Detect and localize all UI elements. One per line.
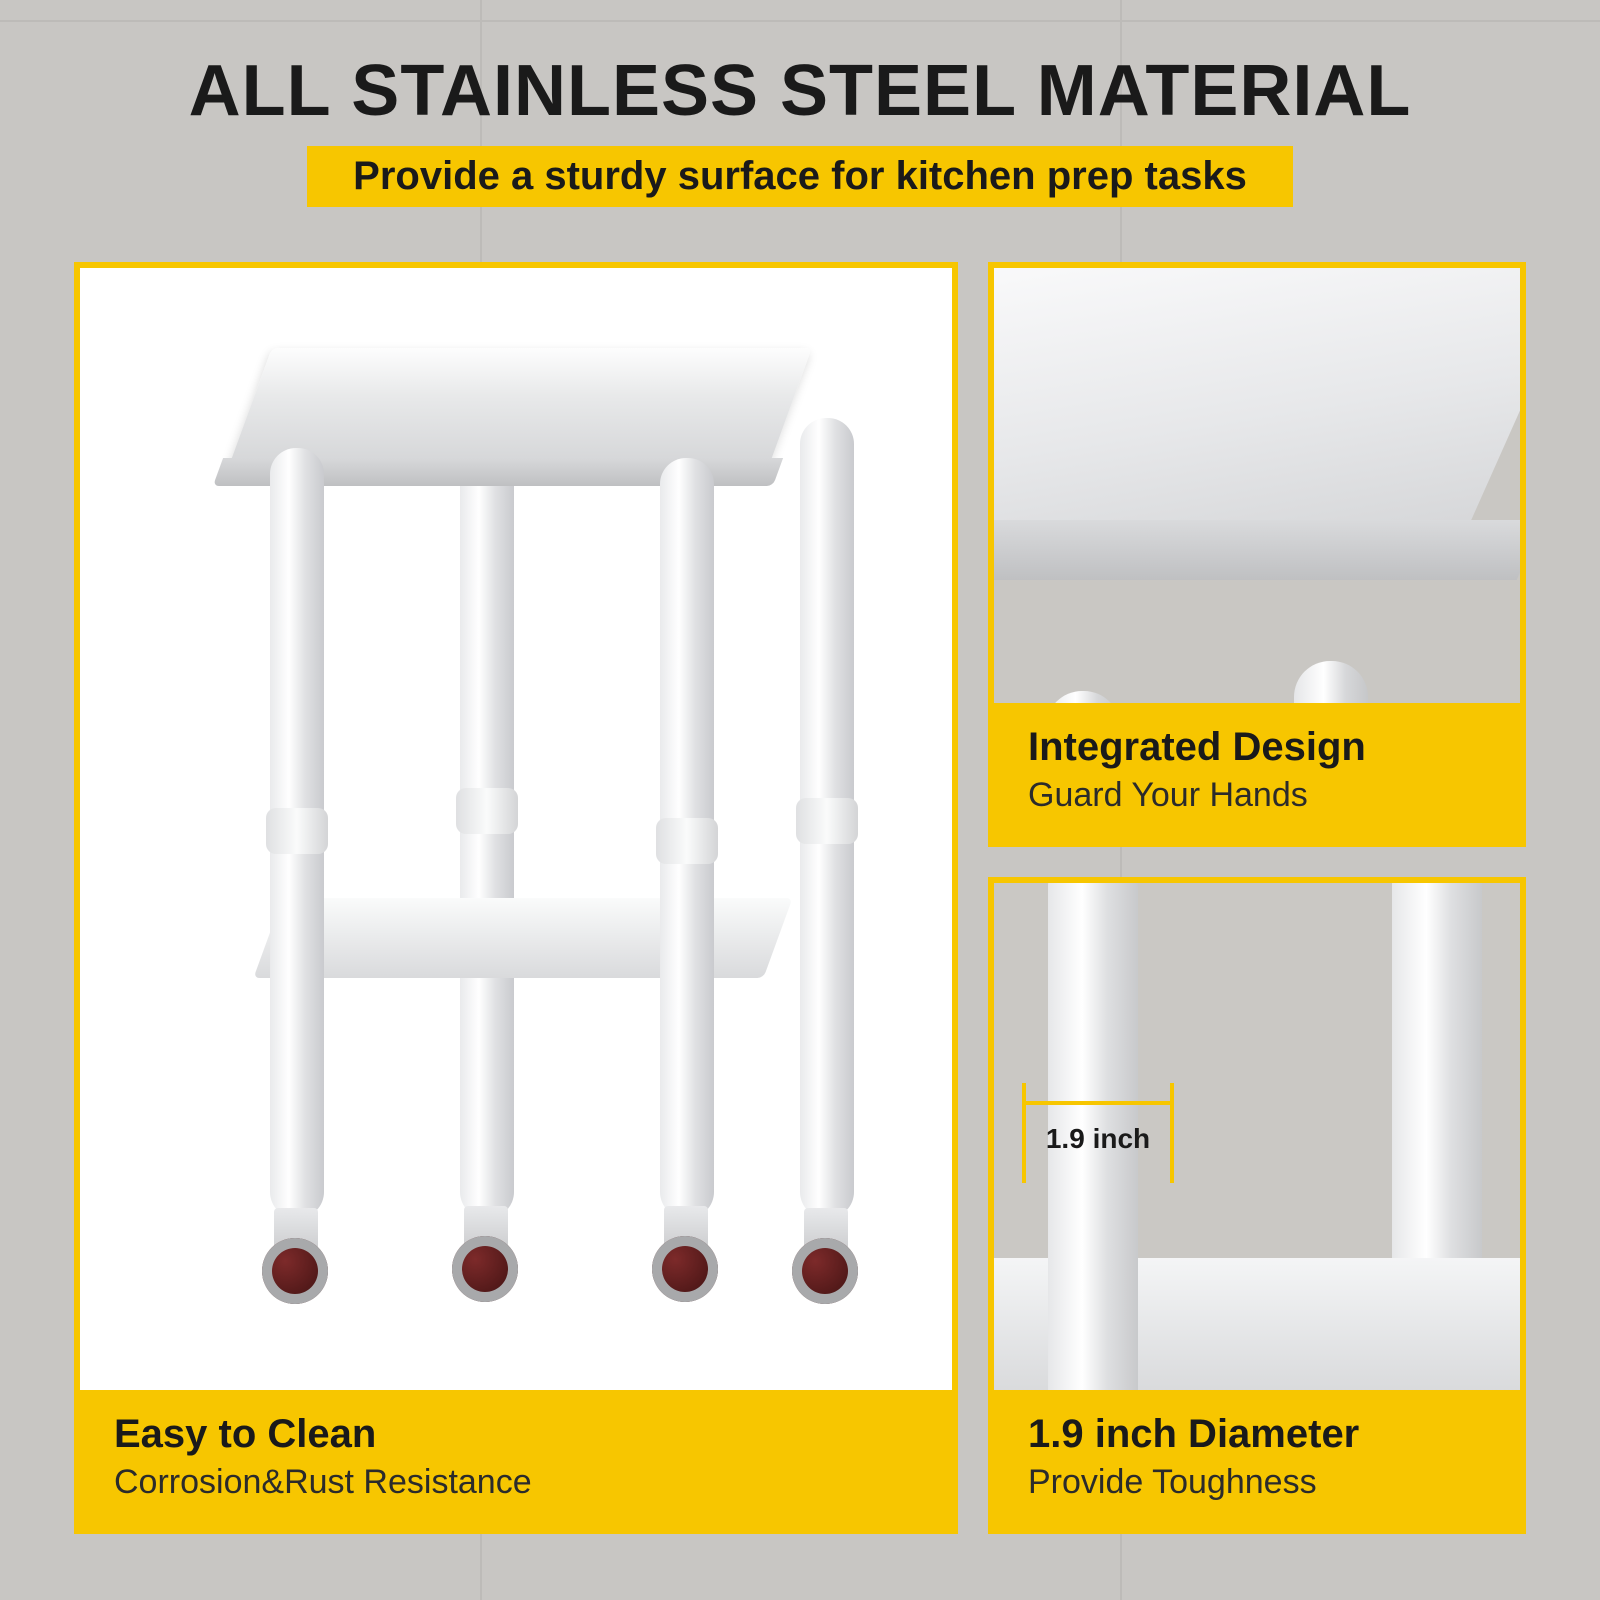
- caption-title: Integrated Design: [1028, 725, 1486, 770]
- caption-integrated-design: Integrated Design Guard Your Hands: [994, 703, 1520, 841]
- panel-integrated-design: Integrated Design Guard Your Hands: [988, 262, 1526, 847]
- caption-leg-diameter: 1.9 inch Diameter Provide Toughness: [994, 1390, 1520, 1528]
- page-subtitle: Provide a sturdy surface for kitchen pre…: [307, 146, 1293, 207]
- dimension-label: 1.9 inch: [1012, 1123, 1184, 1155]
- detail-corner-top: [988, 262, 1526, 528]
- caster-icon: [646, 1206, 726, 1302]
- caption-title: 1.9 inch Diameter: [1028, 1412, 1486, 1457]
- caster-icon: [446, 1206, 526, 1302]
- caption-sub: Guard Your Hands: [1028, 776, 1486, 815]
- caster-icon: [256, 1208, 336, 1304]
- panel-leg-diameter: 1.9 inch 1.9 inch Diameter Provide Tough…: [988, 877, 1526, 1534]
- cart-leg: [460, 408, 514, 1218]
- dimension-callout: 1.9 inch: [1012, 1083, 1184, 1163]
- caption-easy-to-clean: Easy to Clean Corrosion&Rust Resistance: [80, 1390, 952, 1528]
- right-column: Integrated Design Guard Your Hands 1.9 i…: [988, 262, 1526, 1534]
- detail-corner-edge: [988, 520, 1526, 580]
- panel-easy-to-clean: Easy to Clean Corrosion&Rust Resistance: [74, 262, 958, 1534]
- caster-icon: [786, 1208, 866, 1304]
- header: ALL STAINLESS STEEL MATERIAL Provide a s…: [0, 50, 1600, 207]
- cart-top: [228, 348, 812, 468]
- cart-illustration: [160, 308, 880, 1308]
- caption-sub: Provide Toughness: [1028, 1463, 1486, 1502]
- cart-leg: [270, 448, 324, 1218]
- panels-row: Easy to Clean Corrosion&Rust Resistance …: [74, 262, 1526, 1534]
- caption-title: Easy to Clean: [114, 1412, 918, 1457]
- page-title: ALL STAINLESS STEEL MATERIAL: [0, 50, 1600, 132]
- caption-sub: Corrosion&Rust Resistance: [114, 1463, 918, 1502]
- cart-leg: [800, 418, 854, 1218]
- cart-leg: [660, 458, 714, 1218]
